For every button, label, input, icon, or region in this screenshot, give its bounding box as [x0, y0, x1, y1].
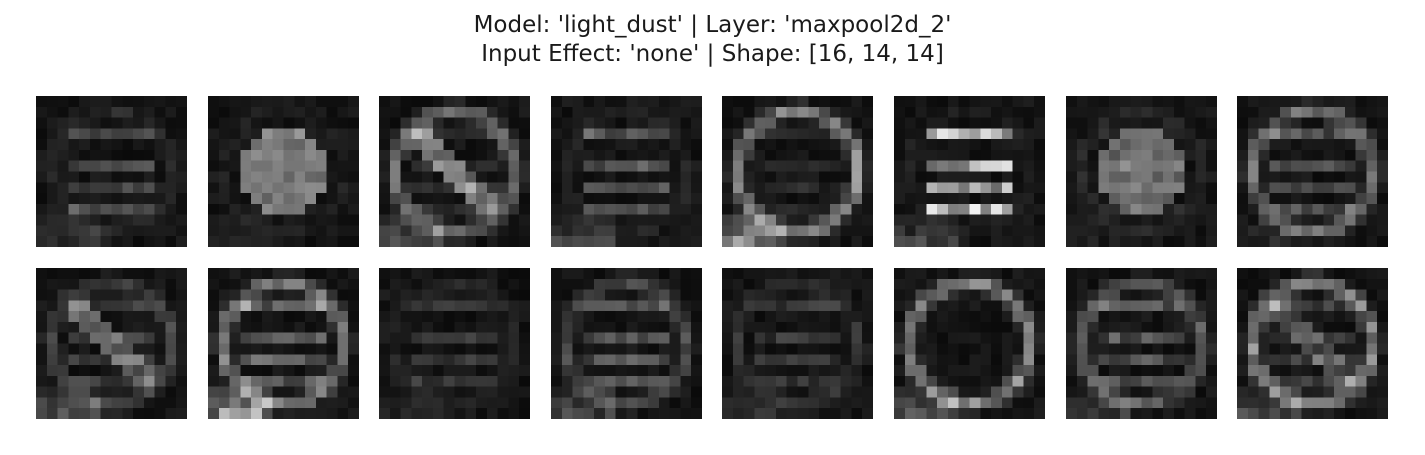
feature-map-image: [1237, 96, 1388, 247]
feature-map-image: [379, 96, 530, 247]
feature-map-12: [722, 268, 873, 419]
feature-map-3: [551, 96, 702, 247]
feature-map-7: [1237, 96, 1388, 247]
feature-map-1: [208, 96, 359, 247]
feature-map-image: [1066, 268, 1217, 419]
feature-map-image: [722, 268, 873, 419]
feature-map-0: [36, 96, 187, 247]
feature-map-13: [894, 268, 1045, 419]
feature-map-image: [551, 268, 702, 419]
feature-map-8: [36, 268, 187, 419]
feature-map-image: [551, 96, 702, 247]
feature-map-image: [894, 268, 1045, 419]
feature-map-image: [379, 268, 530, 419]
feature-map-image: [208, 96, 359, 247]
feature-map-4: [722, 96, 873, 247]
feature-map-image: [36, 96, 187, 247]
feature-map-10: [379, 268, 530, 419]
feature-map-image: [894, 96, 1045, 247]
feature-map-9: [208, 268, 359, 419]
feature-map-15: [1237, 268, 1388, 419]
feature-map-5: [894, 96, 1045, 247]
feature-map-14: [1066, 268, 1217, 419]
feature-map-image: [1237, 268, 1388, 419]
feature-map-11: [551, 268, 702, 419]
feature-map-2: [379, 96, 530, 247]
feature-map-6: [1066, 96, 1217, 247]
feature-map-image: [722, 96, 873, 247]
feature-map-image: [208, 268, 359, 419]
feature-map-image: [1066, 96, 1217, 247]
feature-map-image: [36, 268, 187, 419]
